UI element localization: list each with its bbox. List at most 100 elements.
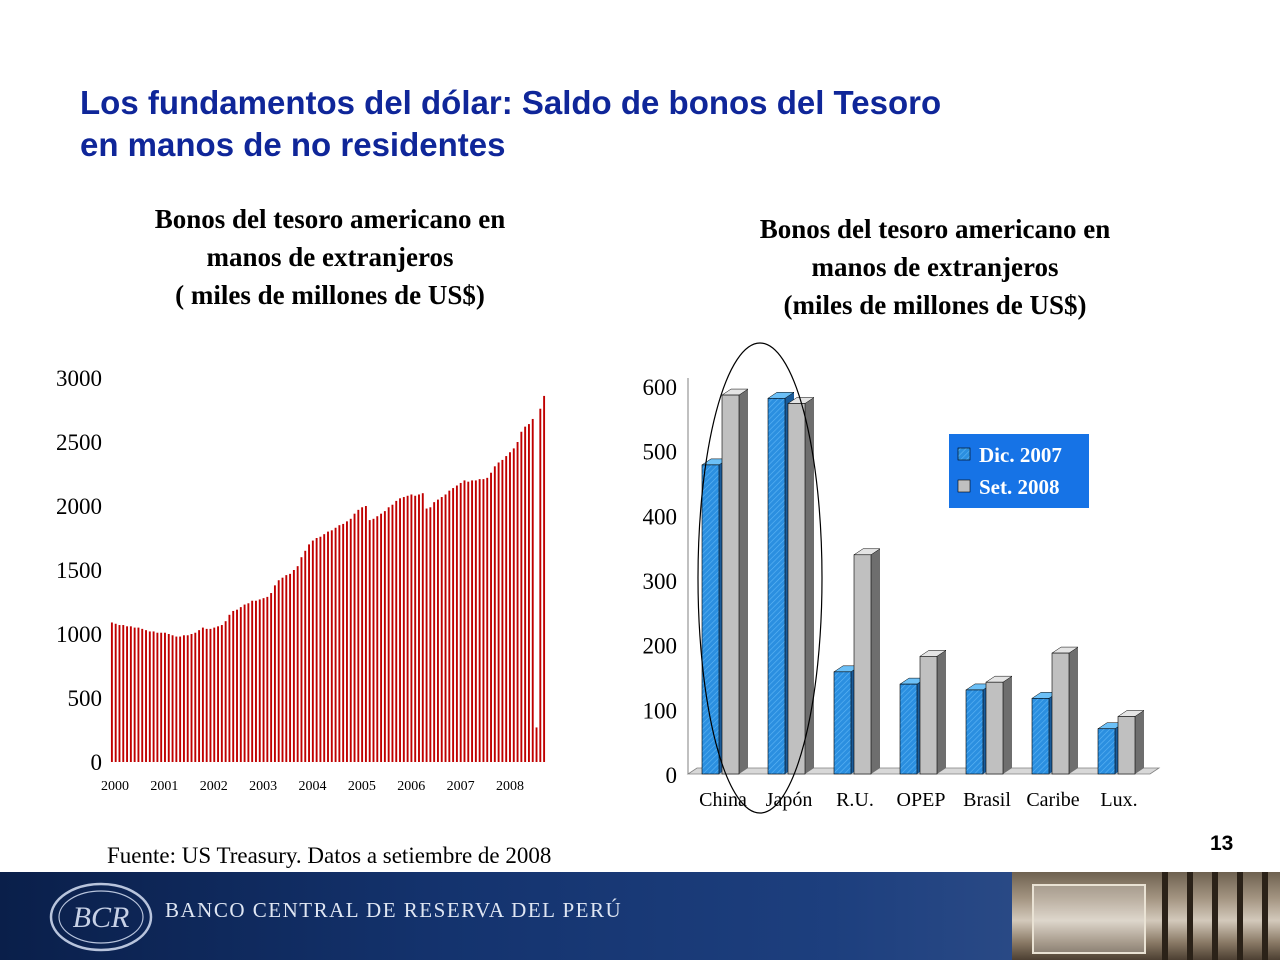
legend-box: [949, 434, 1089, 508]
bar-OPEP-Set. 2008: [919, 656, 938, 775]
bar-Japón-Set. 2008: [787, 403, 806, 775]
data-bar: [262, 598, 265, 762]
data-bar: [277, 580, 280, 762]
data-bar: [228, 614, 231, 762]
y-tick-label: 2000: [56, 494, 102, 519]
legend-swatch: [957, 479, 971, 493]
slide-title-line1: Los fundamentos del dólar: Saldo de bono…: [80, 84, 942, 121]
bar-side-Set. 2008: [937, 650, 946, 774]
y-tick-label: 300: [643, 569, 678, 594]
data-bar: [285, 575, 288, 762]
highlight-ellipse: [697, 342, 823, 814]
data-bar: [395, 500, 398, 762]
data-bar: [224, 621, 227, 762]
bar-side-Set. 2008: [739, 389, 748, 774]
data-bar: [270, 593, 273, 762]
data-bar: [334, 527, 337, 762]
legend-swatch: [957, 447, 971, 461]
y-tick-label: 500: [643, 440, 678, 465]
data-bar: [167, 634, 170, 762]
legend-label: Dic. 2007: [979, 443, 1062, 467]
y-tick-label: 1000: [56, 622, 102, 647]
y-tick-label: 1500: [56, 558, 102, 583]
data-bar: [255, 600, 257, 762]
data-bar: [118, 625, 121, 762]
x-tick-label: 2005: [348, 779, 376, 794]
data-bar: [459, 482, 462, 762]
x-category-label: Brasil: [963, 789, 1011, 811]
y-tick-label: 400: [643, 504, 678, 529]
data-bar: [437, 499, 439, 762]
data-bar: [493, 466, 496, 762]
data-bar: [239, 607, 242, 762]
x-category-label: China: [699, 789, 747, 811]
data-bar: [383, 511, 386, 762]
x-tick-label: 2002: [200, 779, 228, 794]
data-bar: [281, 577, 284, 762]
data-bar: [137, 627, 140, 762]
data-bar: [201, 627, 204, 762]
data-bar: [455, 485, 458, 762]
footer-bank-name: BANCO CENTRAL DE RESERVA DEL PERÚ: [165, 898, 623, 922]
data-bar: [330, 530, 333, 762]
right-chart-title-line2: manos de extranjeros: [811, 252, 1059, 282]
data-bar: [402, 497, 405, 762]
data-bar: [361, 507, 364, 762]
data-bar: [141, 628, 144, 762]
data-bar: [175, 636, 178, 762]
data-bar: [160, 632, 163, 762]
data-bar: [110, 622, 113, 762]
page-number: 13: [1210, 832, 1234, 855]
data-bar: [247, 603, 250, 762]
y-tick-label: 2500: [56, 430, 102, 455]
data-bar: [205, 628, 208, 762]
data-bar: [501, 459, 504, 762]
data-bar: [440, 497, 443, 762]
x-tick-label: 2001: [150, 779, 178, 794]
data-bar: [148, 631, 151, 762]
data-bar: [266, 596, 269, 762]
data-bar: [243, 604, 246, 762]
x-tick-label: 2007: [447, 779, 475, 794]
data-bar: [471, 480, 474, 762]
data-bar: [251, 600, 254, 762]
data-bar: [535, 727, 538, 762]
photo-column: [1187, 872, 1193, 960]
y-tick-label: 3000: [56, 366, 102, 391]
bar-Caribe-Dic. 2007: [1031, 698, 1050, 775]
data-bar: [308, 544, 310, 762]
data-bar: [217, 626, 219, 762]
x-category-label: Caribe: [1026, 789, 1079, 811]
left-chart-title-line1: Bonos del tesoro americano en: [154, 204, 506, 234]
footer-photo: [1012, 872, 1280, 960]
data-bar: [539, 408, 542, 762]
data-bar: [186, 635, 189, 762]
data-bar: [421, 493, 424, 762]
bar-Lux.-Set. 2008: [1117, 716, 1136, 775]
legend-label: Set. 2008: [979, 475, 1060, 499]
x-tick-label: 2004: [299, 779, 327, 794]
photo-column: [1212, 872, 1218, 960]
data-bar: [380, 513, 383, 762]
data-bar: [353, 513, 356, 762]
data-bar: [527, 424, 530, 762]
data-bar: [338, 525, 341, 762]
data-bar: [391, 504, 394, 762]
data-bar: [164, 632, 166, 762]
data-bar: [315, 538, 318, 762]
footer-banner: BCR BANCO CENTRAL DE RESERVA DEL PERÚ: [0, 872, 1280, 960]
data-bar: [194, 632, 197, 762]
x-tick-label: 2008: [496, 779, 524, 794]
svg-text:BCR: BCR: [73, 901, 130, 934]
x-category-label: R.U.: [836, 789, 874, 811]
data-bar: [414, 495, 417, 762]
data-bar: [213, 627, 216, 762]
data-bar: [372, 518, 375, 762]
left-chart-title-line3: ( miles de millones de US$): [175, 280, 485, 310]
data-bar: [524, 426, 527, 762]
data-bar: [463, 480, 466, 762]
data-bar: [482, 479, 485, 762]
right-chart-title: Bonos del tesoro americano en manos de e…: [700, 210, 1170, 324]
y-tick-label: 100: [643, 698, 678, 723]
